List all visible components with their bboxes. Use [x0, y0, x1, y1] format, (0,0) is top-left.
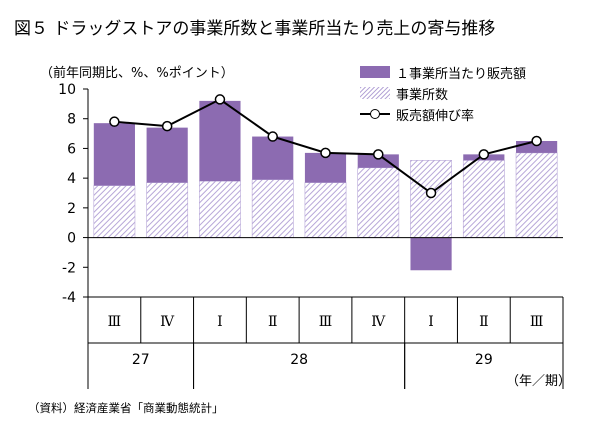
legend-label-store-count: 事業所数 [396, 87, 449, 103]
growth-line-point [267, 131, 278, 142]
growth-line-point [109, 116, 120, 127]
growth-line-point [478, 149, 490, 160]
y-tick-label: -2 [62, 260, 76, 276]
x-tick-label: Ⅳ [160, 314, 175, 330]
x-tick-label: Ⅰ [217, 314, 223, 330]
x-tick-label: Ⅰ [428, 314, 434, 330]
x-year-label: 28 [290, 352, 308, 368]
bar-per-store [410, 237, 452, 271]
growth-line-point [320, 147, 331, 159]
legend-swatch-store-count [360, 87, 390, 99]
x-tick-label: Ⅱ [268, 314, 278, 330]
y-axis-unit-label: （前年同期比、%、%ポイント） [40, 66, 234, 81]
legend-swatch-per-store [360, 66, 390, 78]
x-tick-label: Ⅲ [530, 314, 544, 330]
bar-store-count [357, 167, 400, 238]
x-tick-label: Ⅲ [108, 314, 122, 330]
legend-item-store-count: 事業所数 [360, 83, 526, 103]
bar-store-count [410, 160, 452, 238]
bar-store-count [304, 182, 347, 238]
legend-item-growth-line: 販売額伸び率 [360, 104, 526, 124]
y-tick-label: 2 [67, 201, 76, 217]
y-tick-label: 4 [67, 171, 76, 187]
y-tick-label: 6 [67, 141, 76, 157]
bar-per-store [357, 154, 399, 168]
source-note: （資料）経済産業省「商業動態統計」 [28, 401, 224, 415]
bar-store-count [515, 152, 558, 238]
chart-title: 図５ ドラッグストアの事業所数と事業所当たり売上の寄与推移 [14, 19, 496, 39]
legend-label-per-store: １事業所当たり販売額 [396, 66, 527, 82]
y-tick-label: 8 [67, 112, 76, 128]
bar-store-count [93, 185, 136, 238]
y-tick-label: -4 [62, 290, 76, 306]
bar-per-store [146, 127, 188, 183]
x-tick-label: Ⅳ [371, 314, 386, 330]
legend: １事業所当たり販売額 事業所数 販売額伸び率 [360, 62, 526, 125]
bar-per-store [199, 100, 241, 182]
bar-store-count [199, 180, 241, 238]
growth-line-point [425, 187, 437, 199]
x-tick-label: Ⅱ [479, 314, 489, 330]
bar-store-count [146, 182, 189, 238]
y-tick-label: 0 [67, 231, 76, 247]
legend-item-per-store: １事業所当たり販売額 [360, 62, 526, 82]
growth-line-point [214, 94, 226, 105]
growth-line-point [531, 135, 542, 147]
x-year-label: 27 [132, 352, 150, 368]
bar-per-store [516, 141, 558, 153]
x-year-label: 29 [475, 352, 493, 368]
x-axis-unit-label: （年／期） [506, 374, 572, 389]
growth-line-point [373, 149, 384, 160]
bar-store-count [251, 179, 294, 238]
y-tick-label: 10 [58, 82, 76, 98]
bar-store-count [462, 160, 505, 238]
x-tick-label: Ⅲ [319, 314, 333, 330]
growth-line-point [161, 120, 173, 132]
bar-per-store [93, 123, 135, 186]
legend-swatch-growth-line [360, 108, 390, 120]
bar-per-store [252, 136, 294, 180]
legend-label-growth-line: 販売額伸び率 [396, 108, 475, 124]
